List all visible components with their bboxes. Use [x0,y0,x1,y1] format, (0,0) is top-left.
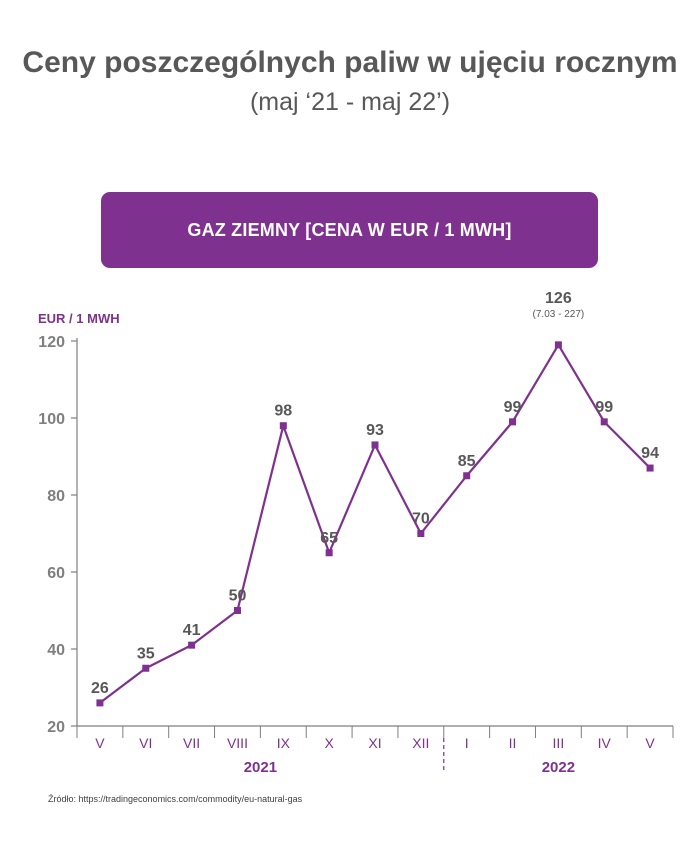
data-point [142,664,150,672]
data-point [279,422,287,430]
x-tick-label: XII [412,735,429,751]
x-tick-label: VI [139,735,152,751]
x-tick-label: VII [183,735,200,751]
x-tick-label: XI [368,735,381,751]
data-label: 99 [595,399,613,416]
y-tick-label: 20 [47,719,65,736]
y-tick-label: 80 [47,488,65,505]
data-label: 41 [183,622,201,639]
x-tick-label: IX [277,735,291,751]
data-point [600,418,608,426]
year-label: 2022 [542,759,575,776]
x-tick-label: X [324,735,334,751]
y-tick-label: 40 [47,642,65,659]
data-annotation: (7.03 - 227) [533,309,585,320]
series-banner: GAZ ZIEMNY [CENA W EUR / 1 MWH] [101,192,598,268]
x-tick-label: III [553,735,565,751]
data-label: 126 [545,290,572,307]
y-tick-label: 100 [38,411,65,428]
data-label: 70 [412,511,430,528]
data-label: 50 [229,588,247,605]
y-tick-label: 60 [47,565,65,582]
data-label: 65 [320,530,338,547]
data-label: 98 [274,403,292,420]
y-axis-label: EUR / 1 MWH [38,311,120,326]
data-label: 26 [91,680,109,697]
series-line [99,343,651,704]
x-tick-label: I [465,735,469,751]
data-point [371,441,379,449]
year-label: 2021 [244,759,277,776]
x-tick-label: II [509,735,517,751]
data-point [646,464,654,472]
data-point [233,607,241,614]
data-point [325,549,333,557]
y-tick-label: 120 [38,334,65,351]
data-point [96,699,104,707]
data-point [417,530,425,537]
data-label: 85 [458,453,476,470]
data-point [509,418,517,426]
chart-subtitle: (maj ‘21 - maj 22’) [249,88,451,116]
source-note: Źródło: https://tradingeconomics.com/com… [48,794,303,804]
data-label: 99 [504,399,522,416]
data-point [188,641,196,649]
data-point [463,472,471,480]
data-label: 93 [366,422,384,439]
chart-title: Ceny poszczególnych paliw w ujęciu roczn… [22,46,678,79]
data-label: 35 [137,645,155,662]
data-label: 94 [641,445,659,462]
x-tick-label: V [95,735,105,751]
x-tick-label: IV [598,735,612,751]
x-tick-label: VIII [227,735,248,751]
x-tick-label: V [645,735,655,751]
data-point [554,341,562,349]
